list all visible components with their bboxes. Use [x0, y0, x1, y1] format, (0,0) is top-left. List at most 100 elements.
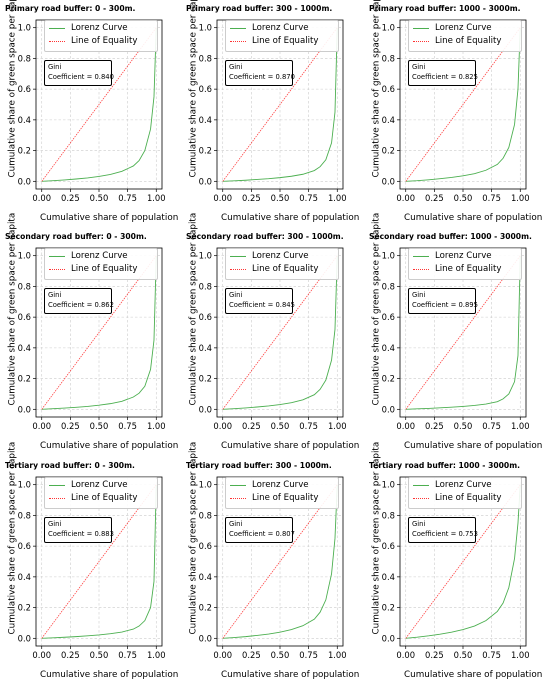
legend-label: Line of Equality	[435, 36, 502, 46]
y-tick-label: 0.4	[382, 572, 395, 582]
y-tick-label: 0.2	[18, 374, 31, 384]
x-tick-label: 1.00	[511, 421, 530, 431]
x-tick-label: 0.00	[32, 650, 51, 660]
legend-equality-swatch	[49, 269, 65, 270]
x-tick-label: 1.00	[328, 421, 347, 431]
x-tick-label: 0.00	[213, 193, 232, 203]
equality-line	[405, 27, 521, 182]
y-tick-label: 0.2	[18, 603, 31, 613]
equality-line	[41, 484, 157, 639]
chart-panel: Tertiary road buffer: 0 - 300m. 0.00 0.25 0…	[0, 442, 183, 689]
x-tick-label: 0.75	[118, 650, 137, 660]
y-tick-label: 1.0	[199, 251, 212, 261]
legend-entry: Line of Equality	[230, 493, 338, 505]
x-tick-label: 0.00	[32, 193, 51, 203]
x-tick-label: 1.00	[147, 421, 166, 431]
gini-box: Gini Coefficient = 0.870	[225, 60, 295, 86]
gini-box: Gini Coefficient = 0.807	[225, 517, 295, 543]
gini-coefficient: Coefficient = 0.883	[48, 530, 114, 538]
y-tick-label: 0.4	[18, 572, 31, 582]
y-tick-label: 1.0	[18, 251, 31, 261]
gini-coefficient-value: 0.895	[458, 301, 478, 309]
y-tick-label: 0.2	[199, 146, 212, 156]
chart-panel: Secondary road buffer: 300 - 1000m. 0.00 0…	[181, 213, 364, 460]
y-tick-label: 0.4	[199, 572, 212, 582]
gini-label: Gini	[412, 520, 426, 528]
x-tick-label: 0.00	[32, 421, 51, 431]
x-tick-label: 0.00	[396, 650, 415, 660]
lorenz-curve	[405, 27, 521, 182]
legend-entry: Line of Equality	[413, 493, 521, 505]
gini-coefficient-prefix: Coefficient =	[48, 301, 95, 309]
legend-label: Lorenz Curve	[71, 251, 128, 261]
legend-entry: Lorenz Curve	[413, 251, 521, 263]
equality-line	[405, 255, 521, 410]
x-tick-label: 0.50	[90, 650, 109, 660]
legend-lorenz-swatch	[230, 28, 246, 29]
x-tick-label: 0.25	[61, 650, 80, 660]
y-tick-label: 0.8	[18, 53, 31, 63]
chart-title: Tertiary road buffer: 0 - 300m.	[5, 461, 135, 470]
x-tick-label: 0.00	[396, 421, 415, 431]
gini-coefficient: Coefficient = 0.825	[412, 73, 478, 81]
x-tick-label: 0.25	[242, 421, 261, 431]
legend-equality-swatch	[230, 41, 246, 42]
gini-coefficient-value: 0.883	[94, 530, 114, 538]
chart-title: Primary road buffer: 1000 - 3000m.	[369, 4, 521, 13]
y-tick-label: 0.4	[199, 115, 212, 125]
x-tick-label: 0.00	[396, 193, 415, 203]
x-tick-label: 0.50	[271, 650, 290, 660]
y-tick-label: 0.2	[382, 374, 395, 384]
x-tick-label: 0.75	[299, 193, 318, 203]
gini-coefficient-value: 0.845	[275, 301, 295, 309]
gini-coefficient-prefix: Coefficient =	[48, 530, 95, 538]
y-tick-label: 0.4	[382, 115, 395, 125]
legend: Lorenz Curve Line of Equality	[408, 20, 522, 52]
gini-label: Gini	[48, 291, 62, 299]
y-tick-label: 0.8	[382, 53, 395, 63]
equality-line	[222, 255, 338, 410]
legend-label: Line of Equality	[435, 264, 502, 274]
x-axis-label: Cumulative share of population	[221, 441, 360, 451]
legend: Lorenz Curve Line of Equality	[225, 477, 339, 509]
y-tick-label: 0.6	[199, 312, 212, 322]
gini-coefficient-prefix: Coefficient =	[229, 530, 276, 538]
gini-coefficient-value: 0.870	[275, 73, 295, 81]
legend: Lorenz Curve Line of Equality	[408, 477, 522, 509]
y-tick-label: 0.6	[382, 541, 395, 551]
legend-entry: Line of Equality	[49, 493, 157, 505]
gini-label: Gini	[48, 63, 62, 71]
y-tick-label: 0.8	[199, 281, 212, 291]
y-tick-label: 1.0	[18, 480, 31, 490]
legend-label: Line of Equality	[71, 264, 138, 274]
y-tick-label: 1.0	[18, 23, 31, 33]
legend: Lorenz Curve Line of Equality	[44, 20, 158, 52]
legend-label: Line of Equality	[252, 36, 319, 46]
y-tick-label: 1.0	[382, 251, 395, 261]
legend-lorenz-swatch	[413, 485, 429, 486]
y-tick-label: 0.6	[18, 541, 31, 551]
legend-label: Line of Equality	[252, 493, 319, 503]
gini-coefficient-prefix: Coefficient =	[412, 301, 459, 309]
legend-lorenz-swatch	[413, 256, 429, 257]
x-tick-label: 0.25	[425, 421, 444, 431]
legend-lorenz-swatch	[49, 485, 65, 486]
legend-equality-swatch	[49, 498, 65, 499]
x-tick-label: 0.00	[213, 421, 232, 431]
y-tick-label: 1.0	[199, 480, 212, 490]
y-tick-label: 1.0	[382, 480, 395, 490]
legend-entry: Line of Equality	[413, 36, 521, 48]
y-tick-label: 0.8	[199, 53, 212, 63]
legend-entry: Line of Equality	[230, 36, 338, 48]
x-tick-label: 0.75	[118, 421, 137, 431]
y-tick-label: 1.0	[382, 23, 395, 33]
y-tick-label: 0.6	[199, 541, 212, 551]
chart-title: Tertiary road buffer: 1000 - 3000m.	[369, 461, 521, 470]
legend-entry: Line of Equality	[413, 264, 521, 276]
y-tick-label: 0.4	[18, 343, 31, 353]
x-tick-label: 0.50	[90, 193, 109, 203]
gini-label: Gini	[229, 291, 243, 299]
legend-label: Line of Equality	[435, 493, 502, 503]
x-tick-label: 0.25	[425, 193, 444, 203]
y-axis-label: Cumulative share of green space per capi…	[7, 0, 18, 178]
